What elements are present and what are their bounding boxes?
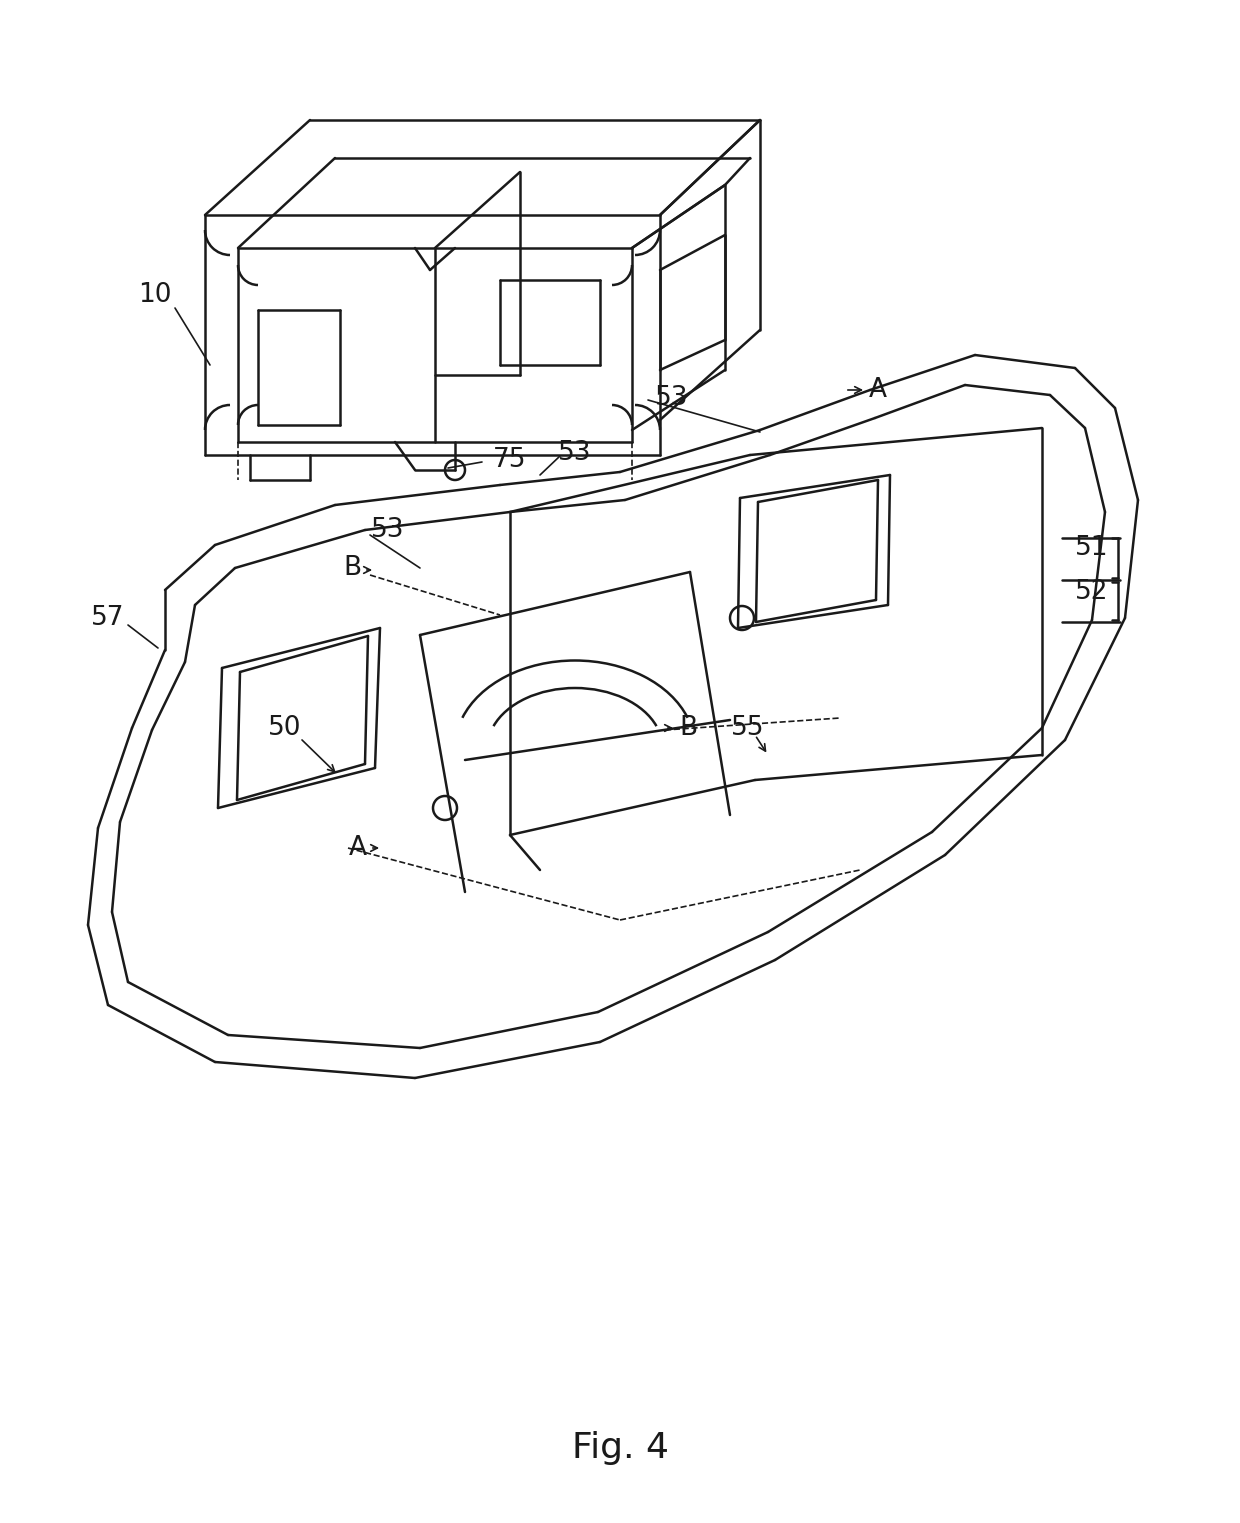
Text: 50: 50 [268, 714, 301, 742]
Text: 52: 52 [1075, 579, 1109, 605]
Text: A: A [348, 835, 367, 860]
Text: 51: 51 [1075, 535, 1109, 560]
Text: 75: 75 [494, 446, 527, 474]
Text: 53: 53 [558, 440, 591, 466]
Text: 53: 53 [655, 385, 688, 411]
Text: B: B [680, 714, 697, 742]
Text: A: A [869, 378, 887, 404]
Text: Fig. 4: Fig. 4 [572, 1432, 668, 1465]
Text: 55: 55 [732, 714, 765, 742]
Text: 10: 10 [138, 282, 172, 308]
Text: 57: 57 [92, 605, 125, 631]
Text: B: B [343, 554, 361, 580]
Text: 53: 53 [371, 516, 404, 544]
